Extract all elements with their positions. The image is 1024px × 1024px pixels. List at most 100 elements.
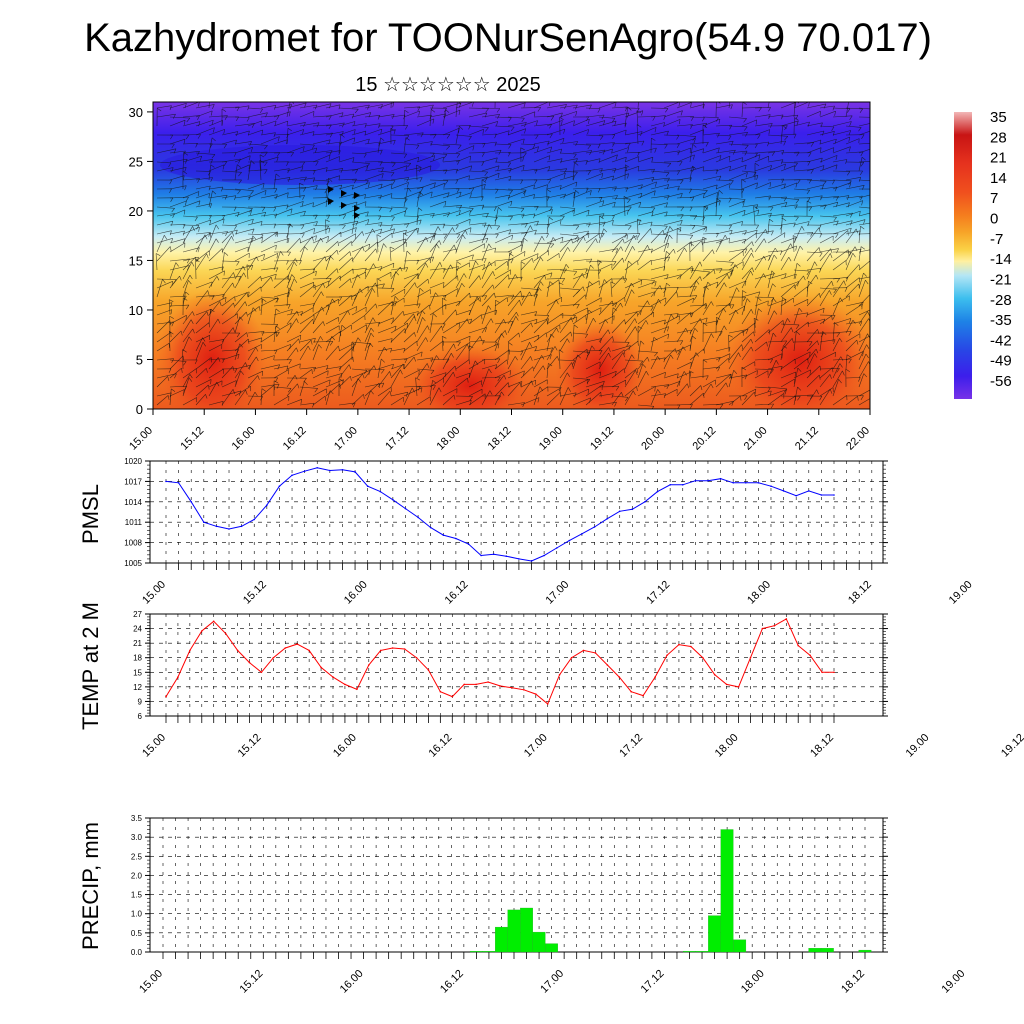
wind-barb — [611, 257, 623, 271]
wind-barb — [338, 375, 351, 388]
wind-barb-flag — [725, 382, 728, 388]
wind-barb — [507, 342, 509, 361]
wind-barb — [468, 295, 487, 298]
wind-barb — [182, 152, 185, 172]
wind-barb — [793, 179, 812, 181]
wind-barb — [741, 346, 752, 361]
wind-barb-flag — [210, 177, 213, 182]
wind-barb-flag — [807, 161, 811, 166]
wind-barb — [481, 318, 492, 334]
wind-barb — [299, 214, 318, 217]
wind-barb-flag — [467, 318, 469, 324]
wind-barb-flag — [665, 108, 669, 113]
series-point — [808, 490, 810, 492]
wind-barb — [611, 166, 628, 172]
wind-barb-flag — [530, 322, 533, 328]
x-tick-label: 15.12 — [236, 732, 264, 760]
wind-barb-flag — [465, 230, 468, 235]
wind-barb-flag — [691, 196, 695, 202]
wind-barb-flag — [600, 307, 602, 313]
wind-barb — [819, 235, 834, 244]
wind-barb-flag — [705, 227, 708, 233]
wind-barb-flag — [542, 365, 546, 371]
wind-barb-flag — [612, 307, 617, 311]
wind-barb — [611, 319, 625, 334]
wind-barb — [390, 288, 405, 298]
wind-barb-flag — [704, 206, 709, 212]
wind-barb — [520, 229, 537, 235]
wind-barb-flag — [818, 247, 821, 253]
wind-barb — [221, 272, 234, 289]
wind-barb-flag — [304, 246, 308, 251]
wind-barb-flag — [773, 310, 778, 315]
wind-barb-flag — [706, 271, 710, 276]
wind-barb-flag — [810, 169, 814, 174]
wind-barb-flag — [833, 217, 837, 222]
wind-barb — [663, 226, 671, 244]
wind-barb-flag — [442, 297, 447, 301]
wind-barb-flag — [769, 390, 772, 396]
wind-barb-flag — [414, 282, 417, 288]
wind-barb — [234, 141, 252, 145]
y-tick-label: 1014 — [124, 498, 142, 507]
wind-barb — [819, 248, 831, 262]
wind-barb-flag — [716, 320, 719, 326]
wind-barb-flag — [750, 309, 754, 314]
x-tick-label: 16.12 — [443, 579, 471, 607]
wind-barb-flag — [313, 111, 315, 116]
wind-barb — [442, 266, 459, 271]
wind-barb-flag — [380, 149, 383, 155]
wind-barb — [611, 147, 629, 154]
wind-barb — [273, 177, 291, 181]
wind-barb-flag — [392, 317, 394, 323]
wind-barb-flag — [589, 104, 592, 110]
wind-barb — [663, 274, 682, 280]
wind-barb-flag — [185, 304, 190, 310]
wind-barb-flag — [680, 214, 684, 219]
wind-barb-flag — [744, 248, 748, 254]
wind-barb — [234, 218, 254, 226]
wind-barb — [351, 370, 371, 379]
wind-barb-flag — [484, 295, 487, 301]
wind-barb — [208, 102, 210, 109]
wind-barb-flag — [237, 190, 241, 195]
wind-barb-flag — [182, 170, 188, 175]
wind-barb — [182, 397, 197, 406]
wind-barb-flag — [296, 318, 299, 324]
wind-barb-flag — [328, 154, 331, 160]
wind-barb — [273, 369, 289, 379]
wind-barb — [650, 229, 664, 244]
wind-barb-flag — [873, 209, 876, 213]
wind-barb — [299, 402, 315, 406]
wind-barb-flag — [548, 166, 551, 172]
wind-barb-flag — [690, 312, 692, 318]
wind-barb-flag — [532, 366, 535, 372]
wind-barb-flag — [757, 297, 762, 302]
wind-barb-flag — [311, 144, 315, 150]
wind-barb — [753, 206, 756, 226]
wind-barb-flag — [518, 332, 520, 338]
wind-barb-flag — [293, 278, 298, 283]
wind-barb — [286, 102, 307, 109]
wind-barb — [715, 234, 726, 253]
wind-barb — [728, 305, 745, 316]
wind-barb — [273, 260, 289, 262]
wind-barb — [325, 219, 327, 235]
wind-barb-flag — [705, 142, 709, 147]
wind-barb — [611, 349, 625, 361]
series-point — [212, 620, 215, 623]
wind-barb-flag — [589, 150, 593, 156]
wind-barb — [377, 325, 397, 334]
wind-barb-flag — [259, 306, 261, 311]
wind-barb — [637, 281, 657, 289]
wind-barb — [793, 369, 811, 379]
wind-barb-flag — [742, 297, 746, 302]
wind-barb — [715, 198, 717, 217]
wind-barb — [468, 260, 476, 280]
wind-barb — [533, 379, 548, 388]
wind-barb-flag — [573, 153, 577, 159]
wind-barb — [208, 129, 225, 136]
wind-barb — [221, 380, 237, 388]
wind-barb — [247, 235, 254, 253]
wind-barb — [247, 370, 263, 379]
